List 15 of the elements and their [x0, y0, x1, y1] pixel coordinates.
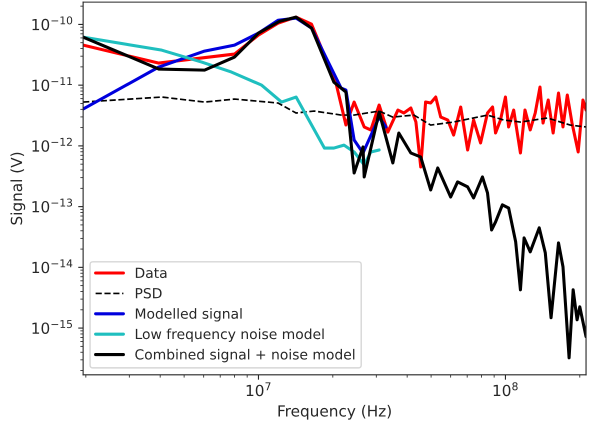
legend-label: PSD: [136, 288, 162, 298]
y-tick-label: 10$^{−10}$: [32, 16, 72, 30]
legend-label: Combined signal + noise model: [135, 348, 354, 362]
legend-label: Low frequency noise model: [136, 328, 324, 342]
legend-label: Data: [136, 268, 166, 278]
x-axis-title: Frequency (Hz): [278, 404, 391, 420]
y-axis-title: Signal (V): [10, 152, 26, 225]
y-tick-label: 10$^{−15}$: [32, 320, 72, 334]
y-tick-label: 10$^{−12}$: [32, 138, 72, 152]
x-tick-label: 10$^{7}$: [246, 382, 270, 396]
legend-label: Modelled signal: [136, 308, 242, 322]
y-tick-label: 10$^{−11}$: [32, 77, 72, 92]
y-tick-label: 10$^{−14}$: [32, 259, 72, 274]
x-tick-label: 10$^{8}$: [494, 382, 518, 396]
y-tick-label: 10$^{−13}$: [32, 198, 72, 213]
